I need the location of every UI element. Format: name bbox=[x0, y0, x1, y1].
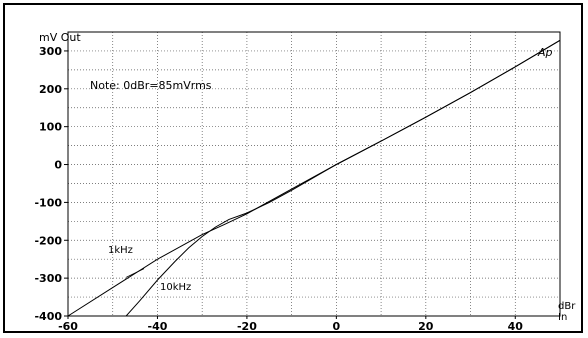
x-tick-label: 20 bbox=[418, 320, 434, 333]
y-tick-label: 300 bbox=[39, 45, 62, 58]
annotation-10khz: 10kHz bbox=[160, 282, 191, 293]
x-tick-label: 0 bbox=[333, 320, 341, 333]
x-tick-label: -60 bbox=[58, 320, 78, 333]
note-text: Note: 0dBr=85mVrms bbox=[90, 79, 212, 92]
annotation-1khz: 1kHz bbox=[108, 245, 133, 256]
plot-border bbox=[67, 31, 561, 317]
x-axis-sublabel: In bbox=[558, 312, 567, 323]
y-tick-label: 0 bbox=[54, 159, 62, 172]
x-tick-label: -40 bbox=[148, 320, 168, 333]
x-tick-label: -20 bbox=[237, 320, 257, 333]
annotation-leader-1khz bbox=[125, 268, 145, 278]
grid bbox=[68, 32, 560, 316]
y-tick-label: 100 bbox=[39, 121, 62, 134]
series-line-10khz bbox=[125, 39, 561, 317]
y-tick-label: 200 bbox=[39, 83, 62, 96]
ap-watermark: Ap bbox=[537, 46, 553, 59]
series-lines bbox=[67, 39, 561, 317]
y-axis-label: mV Out bbox=[39, 31, 81, 44]
x-axis-label: dBr bbox=[558, 301, 576, 312]
x-tick-label: 40 bbox=[508, 320, 524, 333]
chart-frame: 300 200 100 0 -100 -200 -300 -400 -60 -40 -20 0 20 40… bbox=[3, 3, 583, 333]
y-tick-label: -300 bbox=[34, 272, 62, 285]
axes bbox=[64, 31, 561, 319]
y-tick-label: -200 bbox=[34, 234, 62, 247]
y-tick-label: -400 bbox=[34, 310, 62, 323]
y-tick-label: -100 bbox=[34, 196, 62, 209]
